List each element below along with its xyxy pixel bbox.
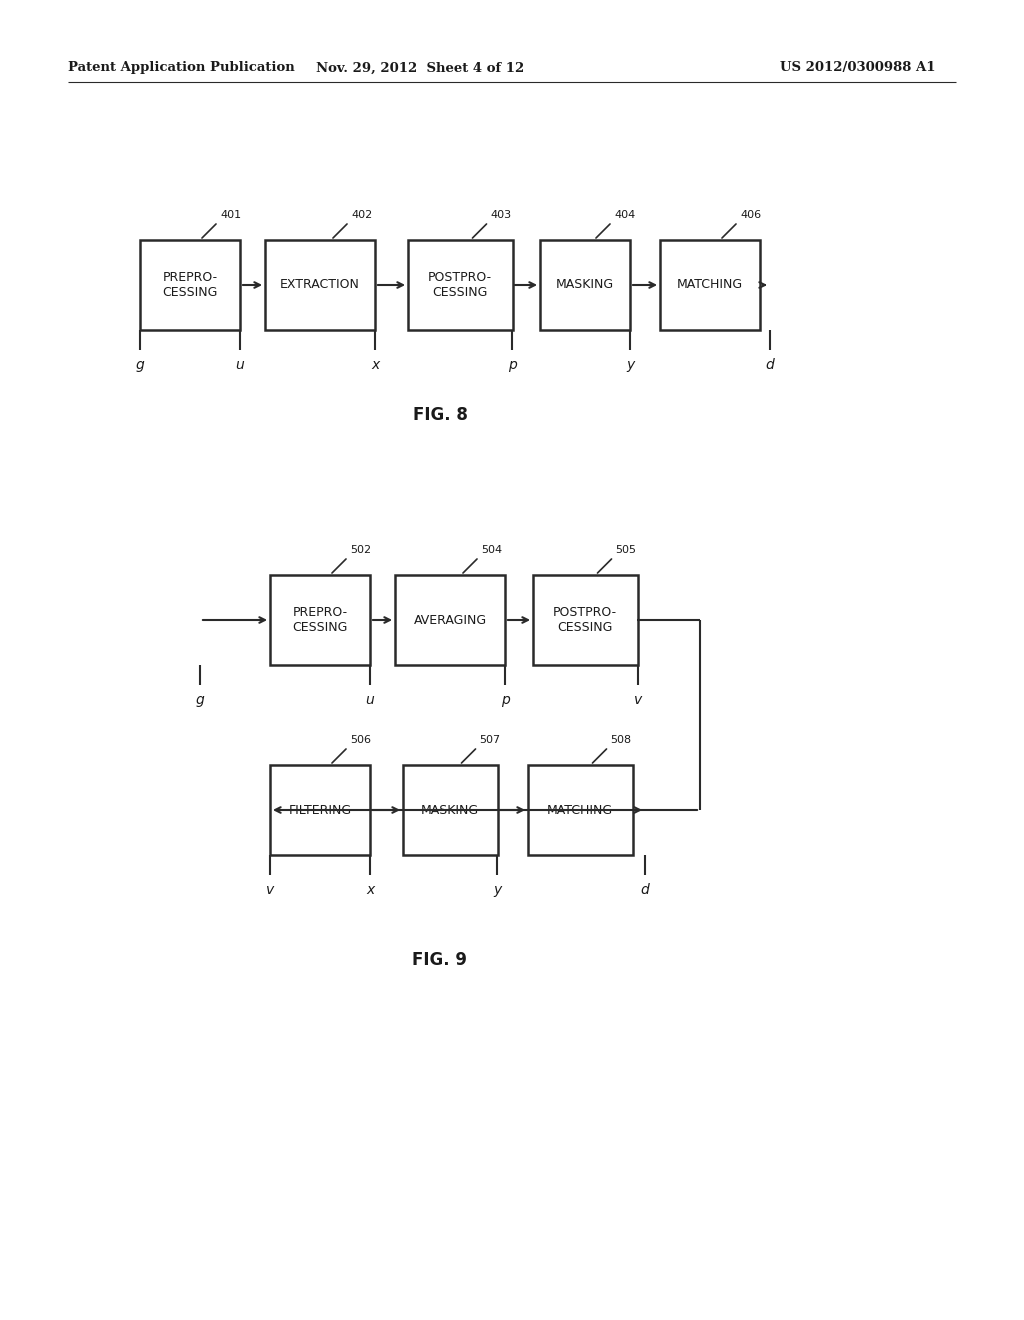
Text: MATCHING: MATCHING (677, 279, 743, 292)
Text: u: u (366, 693, 375, 708)
Text: FIG. 9: FIG. 9 (413, 950, 468, 969)
Text: MASKING: MASKING (556, 279, 614, 292)
Text: 406: 406 (740, 210, 761, 220)
Text: p: p (508, 358, 516, 372)
Text: 507: 507 (479, 735, 501, 744)
Text: y: y (626, 358, 634, 372)
Text: POSTPRO-
CESSING: POSTPRO- CESSING (553, 606, 617, 634)
Bar (527, 766, 633, 855)
Text: POSTPRO-
CESSING: POSTPRO- CESSING (428, 271, 493, 300)
Bar (532, 576, 638, 665)
Text: PREPRO-
CESSING: PREPRO- CESSING (292, 606, 348, 634)
Bar (265, 240, 375, 330)
Text: 505: 505 (615, 545, 637, 554)
Text: MATCHING: MATCHING (547, 804, 613, 817)
Text: Nov. 29, 2012  Sheet 4 of 12: Nov. 29, 2012 Sheet 4 of 12 (315, 62, 524, 74)
Text: v: v (634, 693, 642, 708)
Text: p: p (501, 693, 509, 708)
Text: 502: 502 (350, 545, 371, 554)
Text: x: x (371, 358, 379, 372)
Text: PREPRO-
CESSING: PREPRO- CESSING (163, 271, 218, 300)
Text: MASKING: MASKING (421, 804, 479, 817)
Text: 404: 404 (614, 210, 635, 220)
Text: AVERAGING: AVERAGING (414, 614, 486, 627)
Bar (408, 240, 512, 330)
Bar (540, 240, 630, 330)
Text: u: u (236, 358, 245, 372)
Text: Patent Application Publication: Patent Application Publication (68, 62, 295, 74)
Bar (660, 240, 760, 330)
Text: 504: 504 (481, 545, 502, 554)
Bar (402, 766, 498, 855)
Text: US 2012/0300988 A1: US 2012/0300988 A1 (780, 62, 936, 74)
Bar (270, 766, 370, 855)
Text: 403: 403 (490, 210, 512, 220)
Text: FILTERING: FILTERING (289, 804, 351, 817)
Text: g: g (135, 358, 144, 372)
Bar (270, 576, 370, 665)
Text: y: y (493, 883, 501, 898)
Text: v: v (266, 883, 274, 898)
Text: 508: 508 (610, 735, 632, 744)
Text: d: d (641, 883, 649, 898)
Text: 401: 401 (220, 210, 241, 220)
Bar (140, 240, 240, 330)
Bar (395, 576, 505, 665)
Text: FIG. 8: FIG. 8 (413, 407, 467, 424)
Text: EXTRACTION: EXTRACTION (280, 279, 360, 292)
Text: 402: 402 (351, 210, 373, 220)
Text: x: x (366, 883, 374, 898)
Text: g: g (196, 693, 205, 708)
Text: 506: 506 (350, 735, 371, 744)
Text: d: d (766, 358, 774, 372)
